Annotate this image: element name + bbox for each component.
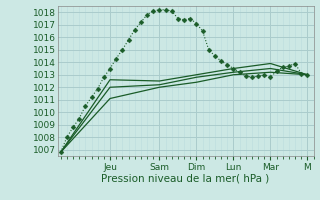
X-axis label: Pression niveau de la mer( hPa ): Pression niveau de la mer( hPa ) bbox=[101, 173, 270, 183]
